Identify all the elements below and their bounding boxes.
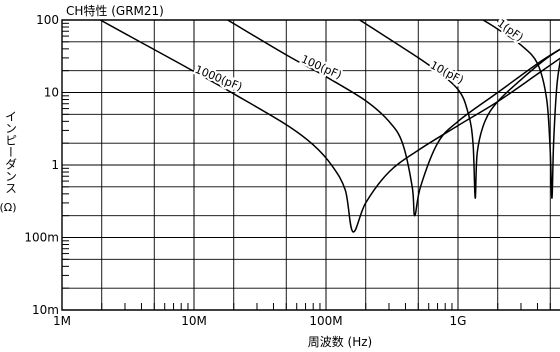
y-tick-label: 10 [44,86,59,100]
series-layer [99,20,560,233]
series-line-1000pf [99,20,560,233]
series-line-1pf [482,20,560,199]
y-tick-label: 100m [24,231,59,245]
series-line-100pf [227,20,560,217]
x-axis-label: 周波数 (Hz) [307,335,373,349]
plot-frame [61,19,560,311]
x-tick-label: 1M [53,314,71,328]
x-tick-label: 1G [450,314,467,328]
series-label-10pf: 10(pF) [428,59,466,87]
chart-title: CH特性 (GRM21) [66,4,164,18]
x-tick-label: 100M [309,314,342,328]
series-label-100pf: 100(pF) [299,53,343,82]
series-line-10pf [359,20,560,199]
y-axis-label-text: インピーダンス [3,110,18,194]
x-tick-label: 10M [181,314,207,328]
y-tick-label: 100 [36,13,59,27]
axis-layer: 1M 10M 100M 1G 100 10 1 100m 10m 1000(pF) 100(pF) 1… [24,13,560,328]
series-label-1pf: 1(pF) [495,17,526,45]
y-axis-label: インピーダンス (Ω) [0,110,18,214]
y-tick-label: 1 [51,158,59,172]
series-label-1000pf: 1000(pF) [193,63,244,94]
y-tick-label: 10m [32,303,59,317]
y-axis-unit: (Ω) [0,201,17,214]
